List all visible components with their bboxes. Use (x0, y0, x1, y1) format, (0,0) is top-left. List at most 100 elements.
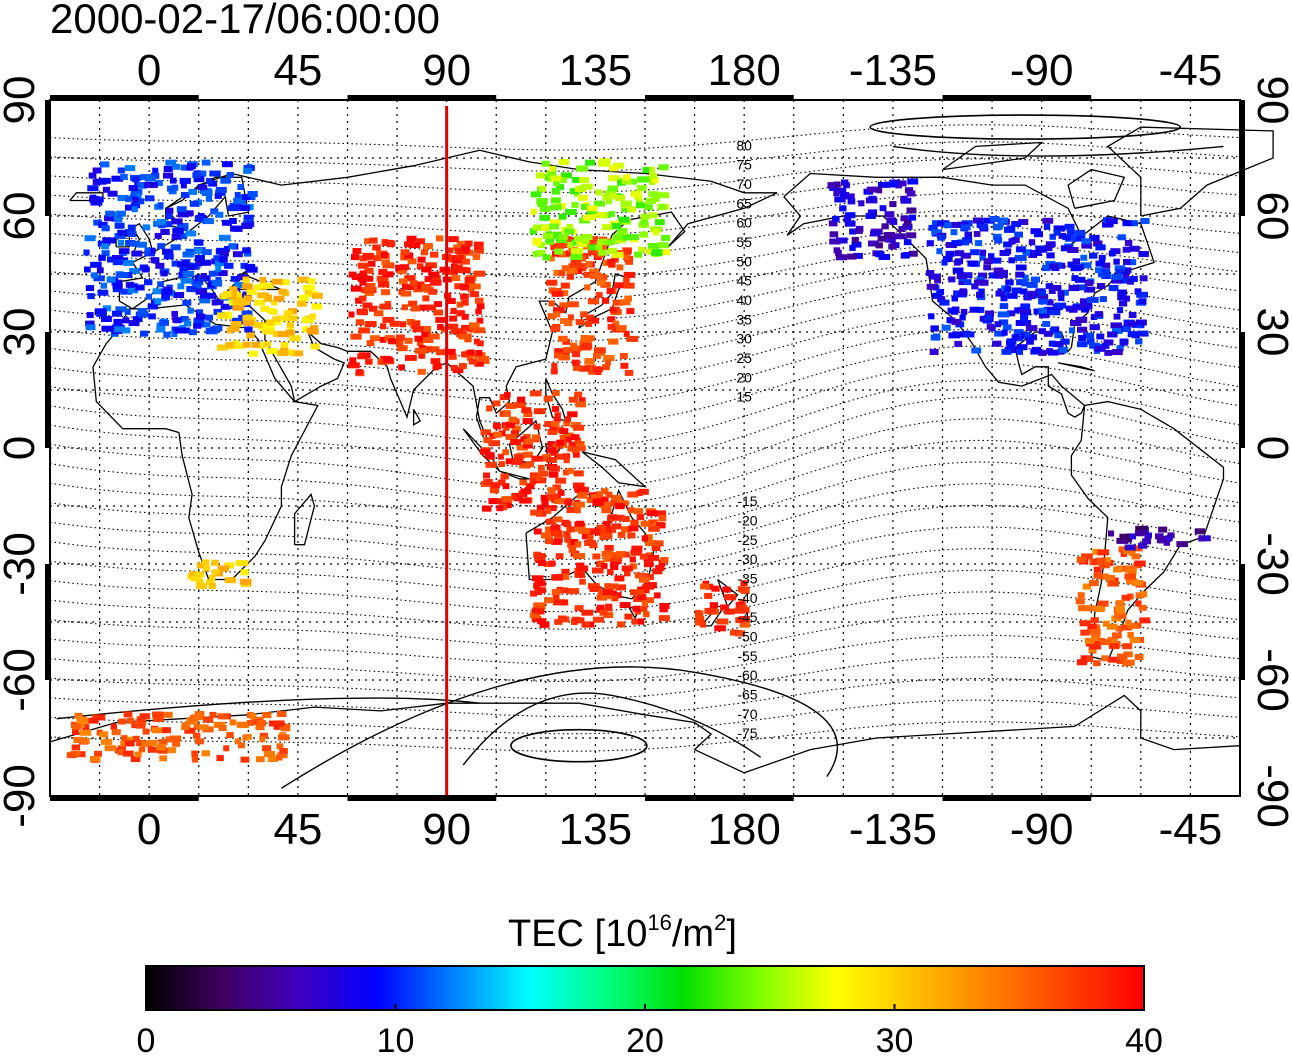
tec-cell (87, 293, 95, 300)
tec-cell (558, 213, 567, 220)
tec-cell (587, 298, 600, 305)
tec-cell (623, 570, 631, 577)
tec-cell (547, 429, 558, 435)
tec-cell (988, 253, 995, 260)
tec-cell (258, 324, 270, 331)
tec-cell (417, 256, 426, 263)
tec-cell (605, 532, 613, 539)
contour-line (49, 548, 1241, 613)
tec-cell (589, 236, 598, 243)
tec-cell (903, 219, 912, 226)
tec-cell (974, 279, 983, 286)
tec-cell (1060, 289, 1069, 296)
tec-cell (523, 433, 531, 440)
tec-cell (94, 750, 102, 757)
tec-cell (1103, 339, 1114, 346)
contour-label: 80 (736, 137, 752, 153)
tec-cell (1117, 653, 1128, 660)
tec-cell (224, 262, 234, 269)
tec-cell (213, 721, 226, 728)
tec-cell (127, 224, 136, 231)
tec-cell (104, 215, 114, 222)
tec-cell (567, 588, 580, 595)
tec-cell (406, 318, 415, 325)
tec-cell (297, 276, 310, 283)
tec-cell (398, 364, 405, 371)
tec-cell (990, 216, 1000, 222)
map-title: 2000-02-17/06:00:00 (50, 0, 440, 42)
tec-cell (1024, 331, 1031, 338)
tec-cell (1018, 306, 1030, 313)
tec-cell (1060, 338, 1070, 345)
tec-cell (655, 564, 665, 571)
tec-cell (636, 589, 645, 596)
tec-cell (223, 291, 233, 297)
tec-cell (193, 317, 205, 324)
tec-cell (559, 233, 568, 240)
tec-cell (85, 285, 95, 292)
tec-cell (559, 302, 569, 309)
tec-cell (887, 181, 898, 188)
tec-cell (602, 297, 610, 304)
tec-cell (117, 167, 125, 174)
tec-cell (144, 247, 151, 254)
tec-cell (568, 396, 578, 403)
tec-cell (276, 743, 284, 750)
tec-cell (1129, 637, 1140, 644)
tec-cell (648, 191, 659, 198)
tec-cell (553, 599, 565, 606)
tec-cell (1073, 264, 1084, 271)
tec-cell (550, 368, 558, 375)
contour-label: 45 (736, 273, 752, 289)
tec-cell (959, 289, 968, 296)
tec-cell (574, 507, 581, 514)
tec-cell (950, 221, 963, 228)
tec-cell (998, 319, 1009, 326)
tec-cell (411, 320, 420, 327)
tec-cell (145, 293, 153, 300)
tec-cell (153, 257, 160, 264)
tec-cell (208, 270, 216, 277)
tec-cell (273, 723, 286, 730)
tec-cell (127, 287, 139, 294)
tec-cell (90, 199, 103, 206)
tec-cell (187, 264, 195, 271)
tec-cell (246, 719, 254, 726)
tec-cell (960, 224, 971, 231)
tec-cell (1004, 226, 1015, 233)
tec-cell (257, 292, 269, 299)
tec-cell (583, 271, 596, 278)
tec-cell (598, 589, 605, 596)
tec-cell (485, 461, 497, 468)
tec-cell (570, 258, 581, 265)
tec-cell (739, 616, 750, 622)
bottom-longitude-labels: 0 45 90 135 180 -135 -90 -45 (137, 805, 1222, 854)
tec-cell (97, 289, 109, 296)
tec-cell (564, 416, 572, 423)
tec-cell (130, 283, 138, 290)
tec-cell (363, 253, 375, 260)
tec-cell (100, 282, 108, 289)
tec-cell (582, 214, 591, 221)
tec-cell (464, 240, 473, 247)
tec-cell (486, 405, 493, 412)
tec-cell (147, 746, 160, 753)
lon-tick-label: 180 (707, 46, 780, 95)
tec-cell (463, 247, 470, 254)
tec-cell (172, 163, 181, 170)
tec-cell (640, 605, 648, 612)
tec-cell (1010, 347, 1019, 354)
tec-cell (1007, 292, 1018, 299)
tec-cell (573, 364, 582, 371)
tec-cell (117, 745, 126, 752)
tec-cell (646, 510, 658, 517)
tec-cell (841, 179, 849, 186)
tec-cell (255, 756, 265, 763)
contour-label: 25 (736, 350, 752, 366)
tec-cell (629, 556, 636, 563)
tec-cell (1045, 283, 1054, 290)
tec-cell (529, 590, 537, 597)
tec-cell (1089, 342, 1100, 349)
tec-cell (206, 579, 215, 586)
